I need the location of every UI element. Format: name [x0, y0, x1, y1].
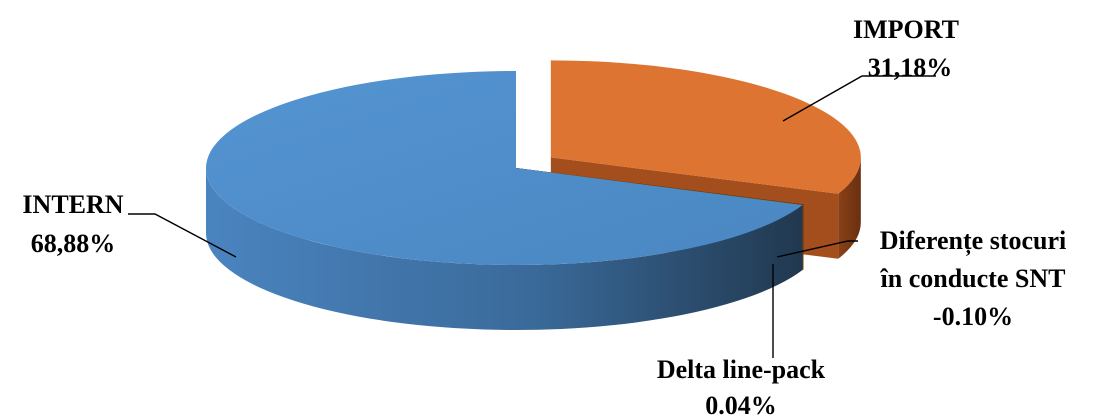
import-leader-line [782, 75, 936, 122]
import-label-value: 31,18% [868, 53, 953, 82]
intern-label-name: INTERN [22, 190, 123, 219]
pie-side-walls [205, 157, 861, 330]
import-slice-side [838, 157, 861, 259]
intern-slice [205, 71, 803, 266]
diferente-slice [516, 168, 804, 205]
delta-label-value: 0.04% [705, 391, 777, 419]
diferente-label-line2: în conducte SNT [880, 264, 1066, 293]
import-slice [550, 60, 861, 194]
diferente-leader-line [776, 240, 858, 258]
delta-label-name: Delta line-pack [657, 355, 826, 384]
intern-leader-line [128, 213, 237, 258]
intern-label-value: 68,88% [31, 229, 116, 258]
delta-slice [516, 168, 803, 206]
import-label-name: IMPORT [853, 15, 959, 44]
diferente-slice-side [802, 204, 804, 270]
intern-slice-side [205, 168, 803, 330]
diferente-label-value: -0.10% [933, 302, 1013, 331]
diferente-label-line1: Diferențe stocuri [880, 226, 1067, 256]
pie-top-faces [205, 60, 861, 266]
